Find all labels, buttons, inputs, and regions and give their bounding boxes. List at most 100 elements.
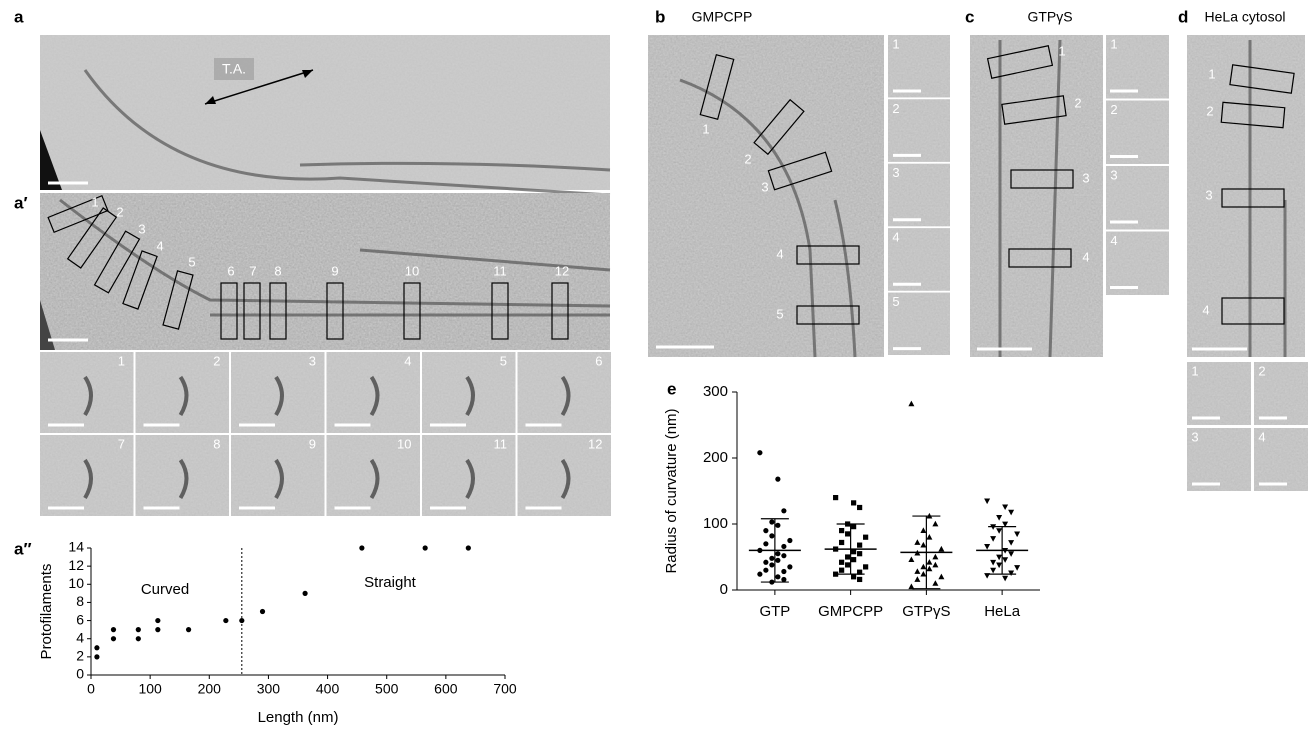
- tile-feature: [560, 375, 571, 417]
- roi-box: [93, 230, 141, 294]
- roi-box: [1221, 188, 1285, 208]
- point: [851, 557, 857, 563]
- panel-label: a′′: [14, 539, 32, 558]
- point: [920, 527, 927, 533]
- x-tick-label: 0: [87, 681, 95, 697]
- point: [920, 570, 927, 577]
- point: [94, 645, 100, 651]
- point: [857, 569, 863, 575]
- label: 3: [1082, 170, 1089, 185]
- x-tick-label: 300: [257, 681, 281, 697]
- annotation-bg: [214, 58, 254, 80]
- tile-feature: [83, 375, 93, 417]
- y-tick-label: 6: [76, 611, 84, 627]
- point: [938, 573, 945, 580]
- micrograph-noise: [888, 35, 950, 98]
- point: [908, 400, 915, 407]
- x-tick-label: 600: [434, 681, 458, 697]
- point: [422, 545, 428, 551]
- point: [845, 531, 851, 537]
- point: [996, 562, 1003, 569]
- arrow: [204, 69, 314, 105]
- x-tick-label: HeLa: [984, 603, 1021, 620]
- y-tick-label: 200: [703, 449, 728, 466]
- label: 11: [494, 436, 508, 451]
- label: 1: [892, 36, 899, 51]
- tile-feature: [274, 458, 284, 500]
- label: GTPγS: [1027, 9, 1072, 25]
- x-tick-label: 700: [493, 681, 517, 697]
- point: [781, 568, 787, 575]
- roi-box: [1008, 248, 1072, 268]
- x-tick-label: 100: [138, 681, 162, 697]
- roi-box: [162, 270, 194, 330]
- point: [259, 608, 266, 615]
- roi-box: [1010, 169, 1074, 189]
- micrograph-noise: [135, 352, 229, 433]
- micrograph-noise: [888, 163, 950, 227]
- micrograph-noise: [1106, 166, 1169, 230]
- micrograph-noise: [231, 435, 325, 516]
- panel-label: a′: [14, 193, 28, 212]
- roi-box: [986, 45, 1054, 79]
- point: [1002, 557, 1009, 563]
- label: 12: [588, 436, 602, 451]
- point: [984, 498, 991, 505]
- label: 6: [227, 263, 234, 278]
- point: [763, 567, 769, 573]
- point: [763, 528, 769, 534]
- point: [908, 583, 915, 590]
- point: [135, 627, 141, 633]
- micrograph-noise: [231, 352, 325, 433]
- y-axis-title: Protofilaments: [38, 564, 55, 660]
- point: [757, 571, 763, 577]
- point: [839, 567, 845, 573]
- point: [914, 539, 921, 545]
- point: [775, 557, 781, 563]
- label: 4: [1258, 429, 1265, 444]
- point: [990, 559, 997, 566]
- filament: [83, 69, 611, 197]
- point: [781, 576, 787, 583]
- roi-box: [1001, 95, 1067, 125]
- point: [839, 539, 845, 546]
- micrograph-noise: [1106, 100, 1169, 164]
- point: [1008, 509, 1015, 516]
- micrograph-noise: [888, 228, 950, 291]
- point: [763, 559, 769, 565]
- point: [932, 561, 939, 568]
- point: [757, 450, 763, 456]
- point: [465, 545, 471, 551]
- tile-feature: [83, 458, 93, 500]
- micrograph-noise: [1254, 428, 1308, 491]
- panel-label: e: [667, 379, 676, 398]
- y-tick-label: 0: [76, 666, 84, 682]
- point: [239, 617, 245, 624]
- micrograph-noise: [422, 435, 516, 516]
- micrograph-noise: [40, 193, 610, 350]
- point: [781, 508, 787, 514]
- tile-feature: [274, 375, 284, 417]
- point: [1008, 540, 1015, 546]
- roi-box: [403, 282, 421, 340]
- label: 10: [405, 263, 419, 278]
- point: [984, 544, 991, 550]
- y-tick-label: 100: [703, 515, 728, 532]
- point: [845, 554, 851, 560]
- y-tick-label: 14: [68, 539, 84, 555]
- point: [926, 559, 933, 565]
- x-tick-label: GTPγS: [902, 603, 950, 620]
- point: [845, 562, 851, 568]
- label: T.A.: [222, 61, 246, 77]
- x-axis-title: Length (nm): [258, 709, 339, 726]
- label: 3: [892, 165, 899, 180]
- label: 1: [1191, 363, 1198, 378]
- point: [223, 617, 229, 624]
- point: [863, 564, 869, 570]
- point: [769, 519, 775, 525]
- label: 2: [1110, 102, 1117, 117]
- panel-label: b: [655, 7, 665, 26]
- label: 5: [892, 294, 899, 309]
- point: [1002, 504, 1009, 511]
